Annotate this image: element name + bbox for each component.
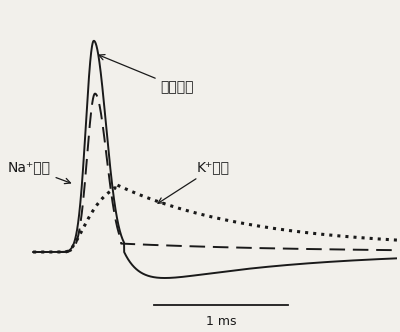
- Text: K⁺电导: K⁺电导: [158, 161, 230, 203]
- Text: 动作电位: 动作电位: [99, 54, 194, 94]
- Text: 1 ms: 1 ms: [206, 315, 236, 328]
- Text: Na⁺电导: Na⁺电导: [8, 161, 70, 184]
